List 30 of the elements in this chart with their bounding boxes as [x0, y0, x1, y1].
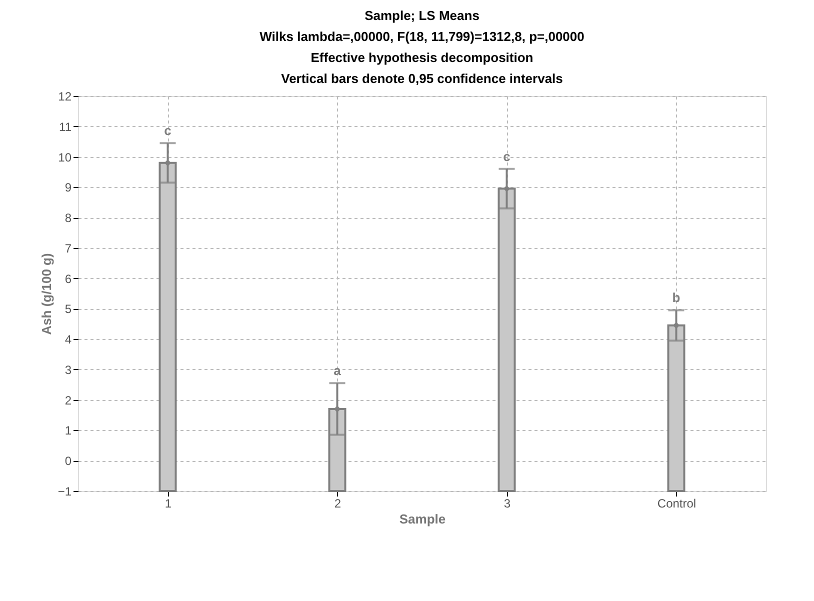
point	[672, 322, 680, 329]
y-tick-label: 6	[64, 272, 72, 286]
annotation: c	[503, 148, 510, 164]
x-tick-label: Control	[657, 496, 696, 510]
y-tick-label: 3	[64, 362, 72, 377]
y-tick-label: 10	[58, 150, 72, 164]
y-axis-title: Ash (g/100 g)	[38, 253, 54, 335]
x-tick-label: 1	[164, 496, 172, 510]
y-tick-label: 11	[59, 120, 72, 134]
point	[164, 159, 172, 166]
y-tick-label: 7	[64, 241, 72, 256]
y-tick-label: 2	[64, 393, 72, 408]
y-tick-label: 8	[64, 211, 72, 226]
x-tick-label: 2	[334, 496, 342, 510]
y-tick-label: 12	[58, 90, 72, 104]
text: Vertical bars denote 0,95 confidence intervals	[281, 71, 563, 86]
annotation: b	[672, 290, 680, 306]
text: Sample; LS Means	[364, 8, 480, 23]
text: Effective hypothesis decomposition	[310, 50, 534, 65]
y-tick-label: 5	[64, 302, 72, 316]
text: Wilks lambda=,00000, F(18, 11,799)=1312,8, p=,00000	[260, 29, 584, 44]
x-axis-title: Sample	[399, 512, 446, 526]
annotation: a	[334, 363, 342, 378]
annotation: c	[164, 123, 172, 138]
y-tick-label: 1	[64, 424, 72, 438]
x-tick-label: 3	[504, 496, 511, 510]
y-tick-label: 4	[64, 332, 72, 347]
y-tick-label: 9	[64, 180, 72, 195]
y-tick-label: 0	[64, 454, 72, 468]
y-tick-label: −1	[58, 484, 72, 498]
